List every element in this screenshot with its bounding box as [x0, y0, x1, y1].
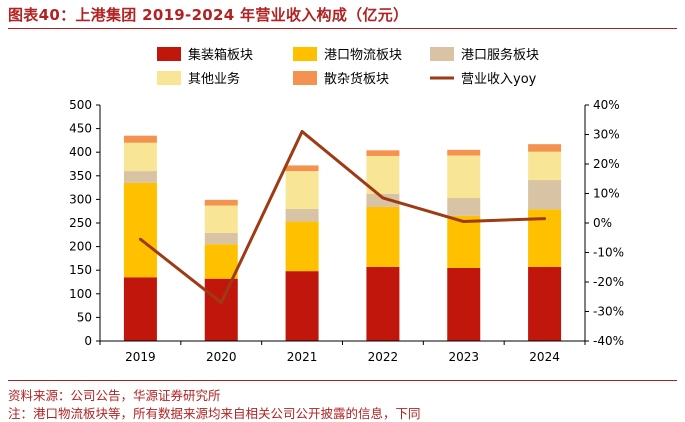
legend-swatch-bulk: [293, 71, 317, 85]
x-tick-label: 2021: [287, 350, 318, 364]
bar-other: [447, 155, 481, 198]
x-tick-label: 2023: [448, 350, 479, 364]
left-tick-label: 250: [69, 216, 92, 230]
bar-other: [204, 205, 238, 233]
bottom-rule: [8, 380, 677, 381]
legend-label-container: 集装箱板块: [188, 47, 253, 63]
yoy-point: [543, 217, 547, 221]
bar-other: [285, 171, 319, 209]
left-tick-label: 400: [69, 145, 92, 159]
bar-logistics: [123, 182, 157, 278]
x-tick-label: 2019: [125, 350, 156, 364]
yoy-point: [300, 130, 304, 134]
right-tick-label: 30%: [593, 128, 620, 142]
yoy-point: [381, 196, 385, 200]
bar-service: [447, 197, 481, 216]
left-tick-label: 200: [69, 240, 92, 254]
bar-container: [123, 277, 157, 341]
footnote: 注：港口物流板块等，所有数据来源均来自相关公司公开披露的信息，下同: [8, 406, 421, 421]
legend-label-bulk: 散杂货板块: [324, 71, 389, 87]
bar-logistics: [204, 244, 238, 279]
bar-container: [366, 266, 400, 341]
bar-container: [285, 271, 319, 341]
right-tick-label: 0%: [593, 216, 612, 230]
bar-bulk: [447, 149, 481, 156]
right-tick-label: 40%: [593, 98, 620, 112]
bars: [123, 135, 562, 341]
right-tick-label: -40%: [593, 334, 624, 348]
bar-other: [123, 142, 157, 172]
bar-bulk: [204, 199, 238, 206]
source-note: 资料来源：公司公告，华源证券研究所: [8, 388, 221, 403]
title-rule: [8, 28, 677, 29]
legend-swatch-logistics: [293, 47, 317, 61]
bar-bulk: [123, 135, 157, 143]
left-tick-label: 150: [69, 263, 92, 277]
left-tick-label: 350: [69, 169, 92, 183]
right-tick-label: -30%: [593, 305, 624, 319]
legend-swatch-container: [157, 47, 181, 61]
right-tick-label: -10%: [593, 246, 624, 260]
yoy-line: [138, 130, 547, 305]
right-tick-label: 20%: [593, 157, 620, 171]
bar-service: [204, 232, 238, 245]
right-tick-label: -20%: [593, 275, 624, 289]
yoy-point: [138, 237, 142, 241]
bar-container: [447, 267, 481, 341]
bar-logistics: [285, 221, 319, 272]
left-tick-label: 450: [69, 122, 92, 136]
bar-service: [366, 193, 400, 207]
legend-swatch-service: [430, 47, 454, 61]
x-tick-label: 2024: [529, 350, 560, 364]
bar-service: [528, 180, 562, 210]
left-tick-label: 0: [84, 334, 92, 348]
legend-label-logistics: 港口物流板块: [324, 48, 402, 63]
figure-title: 图表40：上港集团 2019-2024 年营业收入构成（亿元）: [8, 6, 409, 24]
bar-service: [123, 171, 157, 183]
bar-bulk: [528, 144, 562, 152]
axes: 0 50 100 150 200 250 300 350 400 450 500 -40% -30% -2…: [69, 98, 624, 364]
yoy-point: [219, 301, 223, 305]
right-tick-label: 10%: [593, 187, 620, 201]
yoy-point: [462, 220, 466, 224]
bar-other: [528, 151, 562, 181]
bar-service: [285, 208, 319, 222]
yoy-polyline: [139, 130, 545, 305]
left-tick-label: 100: [69, 287, 92, 301]
left-tick-label: 50: [77, 310, 92, 324]
bar-bulk: [366, 150, 400, 156]
legend-label-service: 港口服务板块: [461, 47, 539, 63]
x-tick-label: 2022: [368, 350, 399, 364]
bar-bulk: [285, 165, 319, 172]
bar-logistics: [447, 215, 481, 268]
bar-container: [528, 266, 562, 341]
legend-label-other: 其他业务: [188, 71, 240, 87]
bar-logistics: [366, 206, 400, 267]
x-tick-label: 2020: [206, 350, 237, 364]
left-tick-label: 500: [69, 98, 92, 112]
bar-container: [204, 278, 238, 341]
legend-label-yoy: 营业收入yoy: [461, 72, 537, 87]
left-tick-label: 300: [69, 192, 92, 206]
legend-swatch-other: [157, 71, 181, 85]
